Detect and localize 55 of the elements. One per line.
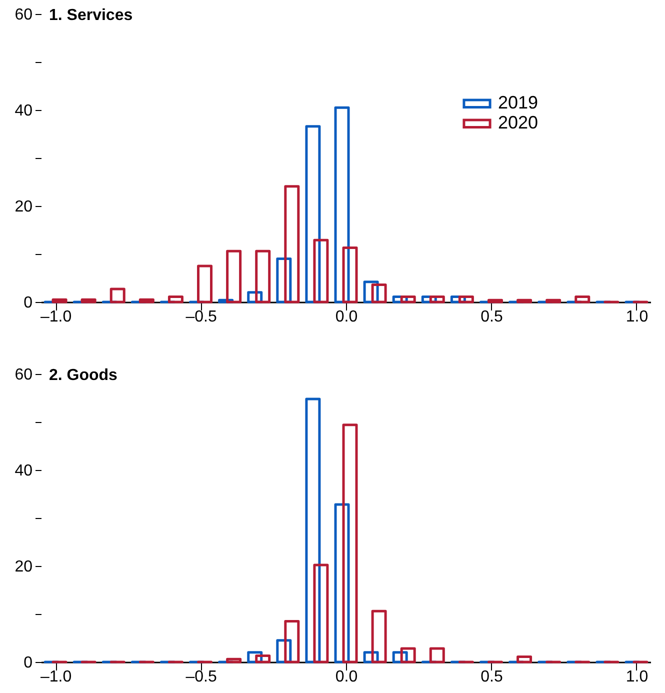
bar	[516, 655, 532, 664]
bar	[400, 647, 416, 664]
x-tick-label: 1.0	[626, 668, 648, 686]
x-tick-label: 0.0	[335, 668, 358, 686]
bar	[276, 258, 292, 304]
bar	[334, 503, 350, 664]
bar	[52, 298, 68, 304]
y-tick-label: 0	[24, 654, 33, 672]
bar	[342, 246, 358, 304]
bar	[400, 295, 416, 304]
x-tick-label: –0.5	[186, 668, 217, 686]
x-tick-label: –1.0	[40, 668, 72, 686]
bar	[255, 250, 271, 304]
x-tick-label: –1.0	[40, 308, 72, 326]
bar	[226, 250, 242, 304]
bar	[487, 298, 503, 304]
bar	[313, 238, 329, 304]
bar	[168, 295, 184, 304]
y-tick-label: 60	[14, 366, 33, 384]
bar	[334, 106, 350, 304]
x-tick-label: 0.5	[480, 308, 503, 326]
bar	[305, 125, 321, 304]
bar	[429, 647, 445, 664]
y-tick-label: 20	[14, 558, 33, 576]
y-tick-label: 20	[14, 198, 33, 216]
bar	[371, 610, 387, 664]
legend-label: 2019	[498, 92, 538, 113]
y-tick-label: 0	[24, 294, 33, 312]
y-tick-label: 40	[14, 102, 33, 120]
y-tick-label: 40	[14, 462, 33, 480]
bar	[197, 264, 213, 304]
bar	[80, 298, 96, 304]
bar	[429, 295, 445, 304]
bar	[574, 295, 590, 304]
bar	[226, 658, 242, 664]
bar	[313, 564, 329, 664]
x-tick-label: –0.5	[186, 308, 217, 326]
bar	[284, 185, 300, 304]
bar	[516, 298, 532, 304]
x-tick-label: 0.0	[335, 308, 358, 326]
bar	[546, 298, 562, 304]
bar	[342, 424, 358, 664]
bar	[110, 288, 126, 304]
bar	[255, 654, 271, 664]
bar	[458, 295, 474, 304]
legend-label: 2020	[498, 112, 538, 133]
bar	[371, 283, 387, 304]
bar	[138, 298, 154, 304]
bar	[305, 398, 321, 664]
bar	[284, 620, 300, 664]
x-tick-label: 1.0	[626, 308, 648, 326]
x-tick-label: 0.5	[480, 668, 503, 686]
chart-title: 1. Services	[49, 7, 133, 24]
chart-title: 2. Goods	[49, 367, 118, 384]
y-tick-label: 60	[14, 6, 33, 24]
